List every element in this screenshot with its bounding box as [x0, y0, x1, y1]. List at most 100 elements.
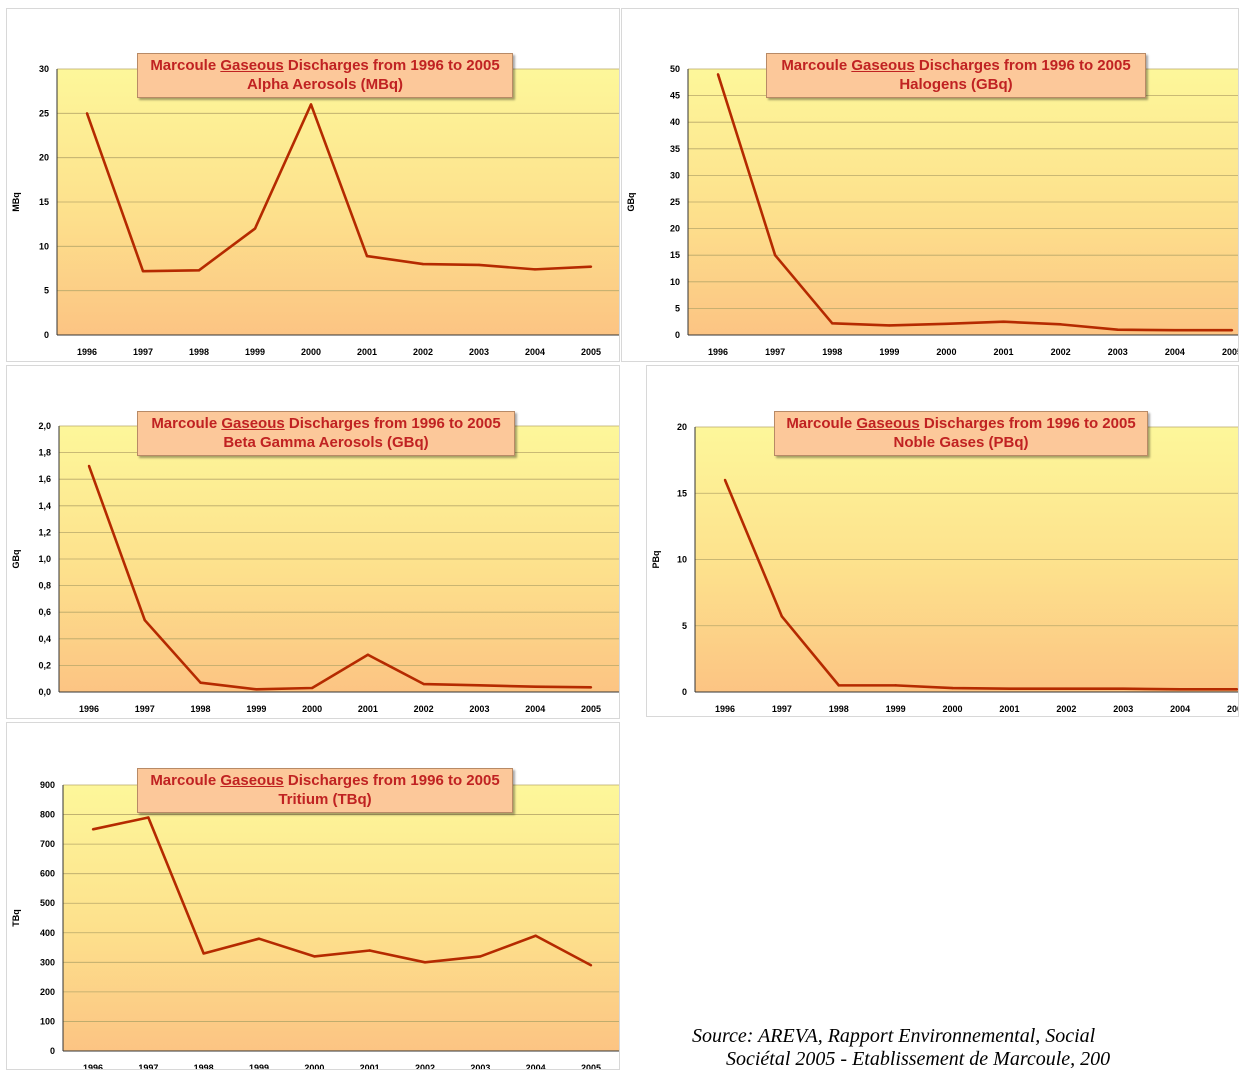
x-tick-label: 2002	[414, 704, 434, 714]
x-tick-label: 1999	[886, 704, 906, 714]
data-point	[422, 682, 425, 686]
y-tick-label: 2,0	[38, 421, 51, 431]
data-point	[589, 265, 593, 268]
x-tick-label: 1996	[708, 347, 728, 357]
data-point	[589, 686, 593, 689]
chart-panel-alpha-aerosols: 0 5 10 15 20 25 30 1996 1997 1998 1999 2000 2001 2002…	[6, 8, 620, 362]
chart-subtitle: Noble Gases (PBq)	[893, 434, 1029, 451]
y-tick-label: 25	[39, 108, 49, 118]
chart-svg: 0 100 200 300 400 500 600 700 800 900 1996 1997 1998…	[11, 780, 619, 1070]
x-tick-label: 2001	[999, 704, 1019, 714]
y-tick-label: 200	[40, 987, 55, 997]
series-line	[92, 816, 592, 967]
chart-title-box: Marcoule Gaseous Discharges from 1996 to…	[766, 53, 1146, 98]
chart-panel-noble-gases: 0 5 10 15 20 1996 1997 1998 1999 2000 2001 2002 2003…	[646, 365, 1239, 717]
y-tick-label: 25	[670, 197, 680, 207]
data-point	[1116, 328, 1119, 331]
x-tick-label: 1998	[829, 704, 849, 714]
y-tick-label: 100	[40, 1016, 55, 1026]
y-tick-label: 10	[670, 277, 680, 287]
data-point	[253, 227, 257, 230]
x-tick-label: 1996	[715, 704, 735, 714]
chart-subtitle: Halogens (GBq)	[899, 76, 1013, 93]
y-tick-label: 1,8	[38, 448, 51, 458]
data-point	[143, 618, 146, 622]
data-point	[945, 322, 948, 326]
data-point	[951, 686, 954, 690]
x-tick-label: 1996	[77, 347, 97, 357]
x-tick-label: 2005	[1222, 347, 1239, 357]
x-tick-label: 1998	[194, 1063, 214, 1070]
y-tick-label: 0,2	[38, 660, 51, 670]
y-tick-label: 10	[39, 241, 49, 251]
x-tick-label: 2000	[943, 704, 963, 714]
x-tick-label: 2003	[1108, 347, 1128, 357]
y-tick-label: 500	[40, 898, 55, 908]
x-tick-label: 1997	[772, 704, 792, 714]
chart-title: Marcoule Gaseous Discharges from 1996 to…	[781, 57, 1131, 74]
y-tick-label: 300	[40, 957, 55, 967]
x-tick-label: 2002	[1056, 704, 1076, 714]
y-tick-label: 800	[40, 810, 55, 820]
series-line	[723, 479, 1237, 691]
x-tick-label: 2004	[1165, 347, 1185, 357]
y-axis-title: GBq	[626, 193, 636, 212]
chart-svg: 0 5 10 15 20 25 30 35 40 45 50 1996 1997 1998 1999 2000…	[626, 64, 1239, 357]
data-point	[87, 464, 91, 468]
chart-title: Marcoule Gaseous Discharges from 1996 to…	[150, 57, 500, 74]
y-axis-title: GBq	[11, 550, 21, 569]
x-tick-label: 2004	[1170, 704, 1190, 714]
y-tick-label: 1,4	[38, 501, 51, 511]
y-tick-label: 20	[677, 422, 687, 432]
data-point	[202, 952, 205, 955]
chart-title: Marcoule Gaseous Discharges from 1996 to…	[786, 415, 1136, 432]
y-tick-label: 5	[675, 303, 680, 313]
x-tick-label: 2001	[360, 1063, 380, 1070]
x-tick-label: 2004	[525, 347, 545, 357]
data-point	[534, 685, 537, 688]
data-point	[366, 653, 370, 656]
chart-subtitle: Beta Gamma Aerosols (GBq)	[223, 434, 429, 451]
data-point	[1173, 329, 1177, 332]
x-tick-label: 2005	[1227, 704, 1239, 714]
data-point	[837, 684, 840, 687]
x-tick-label: 1997	[133, 347, 153, 357]
data-point	[313, 955, 316, 958]
chart-panel-tritium: 0 100 200 300 400 500 600 700 800 900 1996 1997 1998…	[6, 722, 620, 1070]
data-point	[589, 964, 593, 967]
x-tick-label: 2002	[1051, 347, 1071, 357]
data-point	[723, 478, 727, 482]
x-tick-label: 2005	[581, 1063, 601, 1070]
data-point	[534, 934, 537, 937]
data-point	[255, 688, 258, 691]
y-tick-label: 0	[682, 687, 687, 697]
data-point	[1230, 329, 1234, 332]
chart-title: Marcoule Gaseous Discharges from 1996 to…	[151, 415, 501, 432]
data-point	[894, 684, 897, 687]
x-tick-label: 1999	[249, 1063, 269, 1070]
source-line-2: Sociétal 2005 - Etablissement de Marcoul…	[726, 1048, 1111, 1070]
data-point	[310, 686, 314, 690]
x-tick-label: 2001	[358, 704, 378, 714]
data-point	[831, 322, 834, 325]
y-tick-label: 0	[44, 330, 49, 340]
x-tick-label: 2005	[581, 347, 601, 357]
x-tick-label: 1998	[189, 347, 209, 357]
y-axis-title: TBq	[11, 909, 21, 927]
y-tick-label: 30	[39, 64, 49, 74]
y-axis-title: MBq	[11, 192, 21, 212]
data-point	[1008, 687, 1011, 690]
series-line	[716, 73, 1232, 332]
data-point	[716, 73, 720, 76]
data-point	[780, 615, 784, 618]
data-point	[1122, 687, 1125, 690]
y-tick-label: 50	[670, 64, 680, 74]
x-tick-label: 2002	[413, 347, 433, 357]
data-point	[85, 112, 89, 115]
data-point	[199, 681, 202, 684]
x-tick-label: 2003	[1113, 704, 1133, 714]
series-line	[87, 465, 592, 691]
data-point	[533, 268, 537, 271]
x-tick-label: 1996	[83, 1063, 103, 1070]
x-tick-label: 2004	[525, 704, 545, 714]
